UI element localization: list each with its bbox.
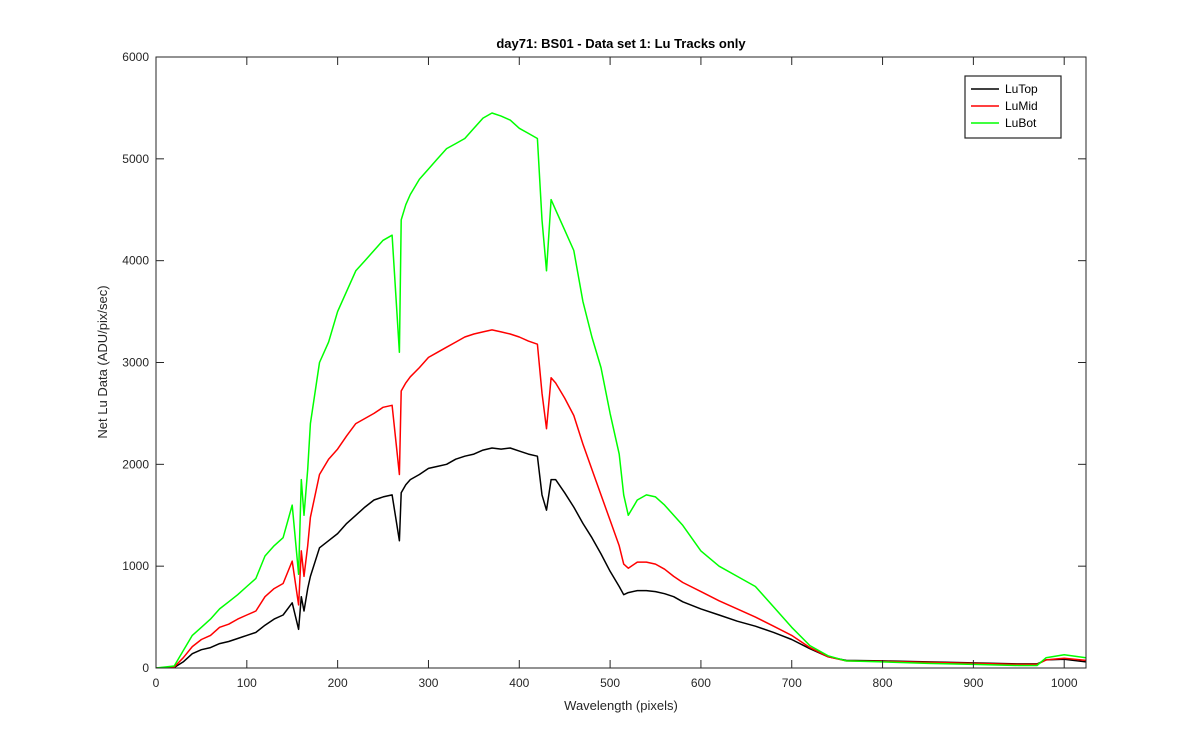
series-line-lutop — [156, 447, 1086, 668]
y-tick-label: 1000 — [122, 559, 149, 573]
x-tick-label: 1000 — [1051, 676, 1078, 690]
x-tick-label: 0 — [153, 676, 160, 690]
legend-item-lubot: LuBot — [971, 116, 1037, 130]
x-tick-label: 800 — [873, 676, 893, 690]
legend-item-lumid: LuMid — [971, 99, 1038, 113]
series-lines — [156, 112, 1086, 668]
legend-label: LuBot — [1005, 116, 1037, 130]
x-tick-label: 400 — [509, 676, 529, 690]
y-axis-label: Net Lu Data (ADU/pix/sec) — [95, 285, 110, 438]
x-axis-label: Wavelength (pixels) — [564, 698, 678, 713]
y-tick-label: 5000 — [122, 152, 149, 166]
series-line-lubot — [156, 112, 1086, 668]
x-tick-label: 700 — [782, 676, 802, 690]
series-line-lumid — [156, 329, 1086, 668]
y-tick-label: 0 — [142, 661, 149, 675]
chart-title: day71: BS01 - Data set 1: Lu Tracks only — [496, 36, 746, 51]
x-tick-label: 200 — [328, 676, 348, 690]
y-tick-label: 6000 — [122, 50, 149, 64]
y-tick-label: 4000 — [122, 254, 149, 268]
x-tick-label: 500 — [600, 676, 620, 690]
plot-area: 0 100 200 300 400 500 600 700 800 900 1000 0 1000 200… — [122, 50, 1087, 690]
y-tick-label: 2000 — [122, 457, 149, 471]
legend-label: LuMid — [1005, 99, 1038, 113]
legend-box — [964, 75, 1062, 139]
legend: LuTop LuMid LuBot — [964, 75, 1062, 139]
x-tick-label: 100 — [237, 676, 257, 690]
legend-item-lutop: LuTop — [971, 82, 1038, 96]
legend-label: LuTop — [1005, 82, 1038, 96]
x-tick-label: 900 — [963, 676, 983, 690]
x-tick-label: 600 — [691, 676, 711, 690]
x-tick-label: 300 — [418, 676, 438, 690]
y-tick-label: 3000 — [122, 356, 149, 370]
